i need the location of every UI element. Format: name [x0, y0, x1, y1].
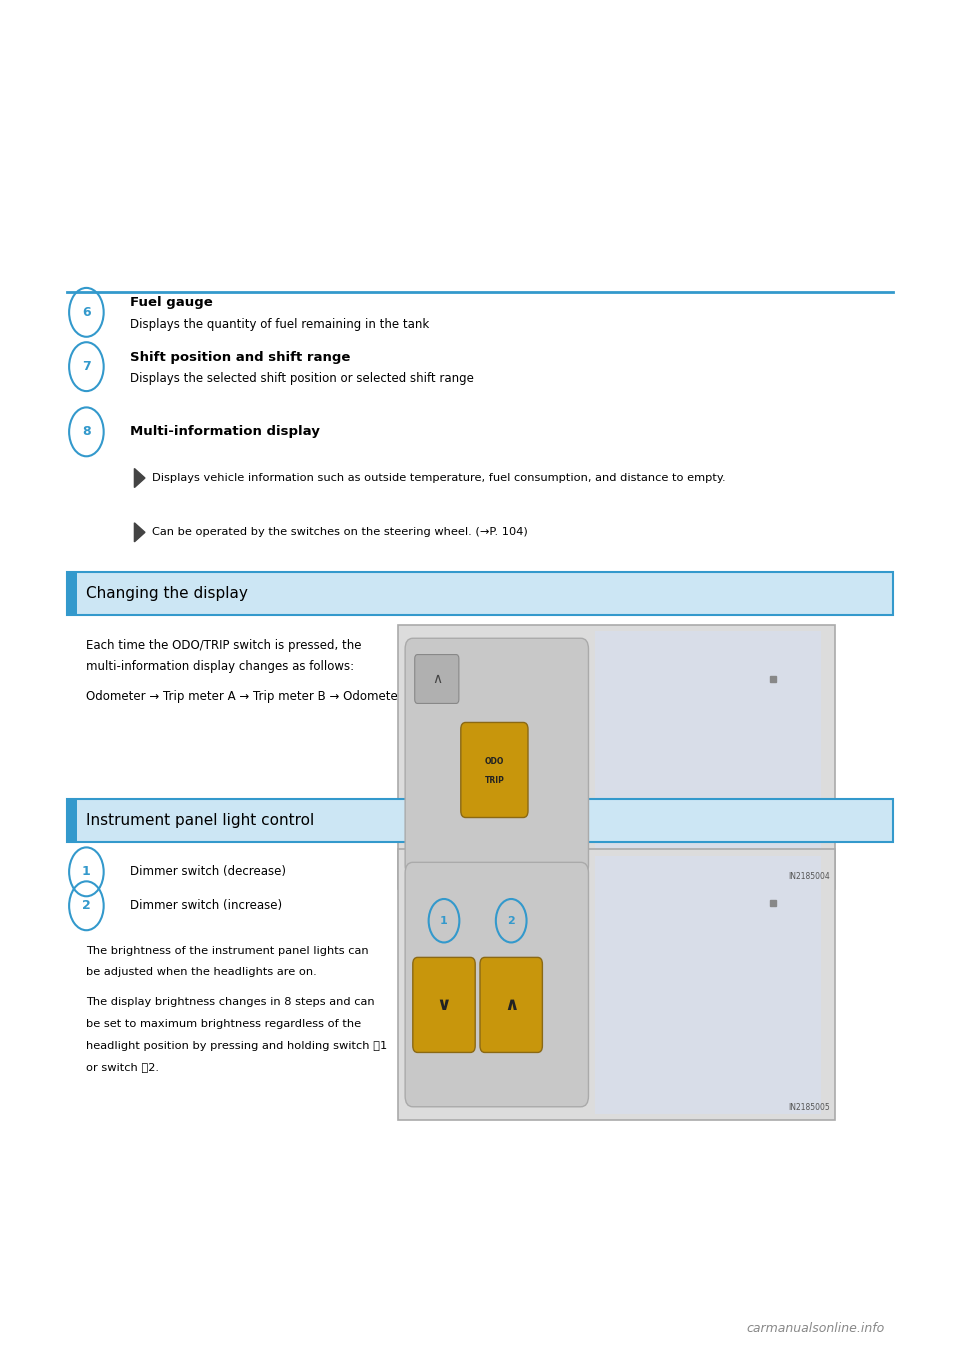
Text: ∨: ∨	[437, 995, 451, 1014]
Text: Each time the ODO/TRIP switch is pressed, the: Each time the ODO/TRIP switch is pressed…	[86, 638, 362, 652]
Text: 2: 2	[82, 899, 91, 913]
Text: The brightness of the instrument panel lights can: The brightness of the instrument panel l…	[86, 945, 369, 956]
Text: 6: 6	[83, 306, 90, 319]
Text: 1: 1	[440, 915, 448, 926]
Text: Can be operated by the switches on the steering wheel. (→P. 104): Can be operated by the switches on the s…	[152, 527, 527, 538]
Text: be set to maximum brightness regardless of the: be set to maximum brightness regardless …	[86, 1018, 362, 1029]
Text: ∧: ∧	[504, 995, 518, 1014]
Polygon shape	[134, 469, 145, 488]
FancyBboxPatch shape	[595, 631, 821, 883]
FancyBboxPatch shape	[67, 799, 77, 842]
Text: Displays the quantity of fuel remaining in the tank: Displays the quantity of fuel remaining …	[130, 318, 429, 331]
Text: TRIP: TRIP	[485, 777, 504, 785]
Text: IN2185004: IN2185004	[789, 872, 830, 881]
Text: 2: 2	[507, 915, 516, 926]
Text: Multi-information display: Multi-information display	[130, 425, 320, 439]
Text: Dimmer switch (increase): Dimmer switch (increase)	[130, 899, 281, 913]
Text: headlight position by pressing and holding switch ␡1: headlight position by pressing and holdi…	[86, 1040, 388, 1051]
Text: Dimmer switch (decrease): Dimmer switch (decrease)	[130, 865, 286, 879]
Text: ∧: ∧	[432, 672, 442, 686]
Text: IN2185005: IN2185005	[789, 1103, 830, 1112]
Text: Instrument panel light control: Instrument panel light control	[86, 812, 315, 828]
Text: Changing the display: Changing the display	[86, 585, 249, 602]
FancyBboxPatch shape	[480, 957, 542, 1052]
Text: be adjusted when the headlights are on.: be adjusted when the headlights are on.	[86, 967, 317, 978]
FancyBboxPatch shape	[67, 572, 77, 615]
Text: ODO: ODO	[485, 758, 504, 766]
Text: Displays vehicle information such as outside temperature, fuel consumption, and : Displays vehicle information such as out…	[152, 473, 726, 483]
Text: Displays the selected shift position or selected shift range: Displays the selected shift position or …	[130, 372, 473, 386]
FancyBboxPatch shape	[67, 799, 893, 842]
Text: 7: 7	[82, 360, 91, 373]
FancyBboxPatch shape	[398, 849, 835, 1120]
Text: 1: 1	[82, 865, 91, 879]
Text: Fuel gauge: Fuel gauge	[130, 296, 212, 310]
FancyBboxPatch shape	[398, 625, 835, 889]
Polygon shape	[134, 523, 145, 542]
FancyBboxPatch shape	[67, 572, 893, 615]
FancyBboxPatch shape	[415, 655, 459, 703]
Text: Odometer → Trip meter A → Trip meter B → Odometer...: Odometer → Trip meter A → Trip meter B →…	[86, 690, 413, 703]
FancyBboxPatch shape	[595, 856, 821, 1114]
FancyBboxPatch shape	[405, 862, 588, 1107]
FancyBboxPatch shape	[405, 638, 588, 876]
Text: multi-information display changes as follows:: multi-information display changes as fol…	[86, 660, 354, 674]
Text: The display brightness changes in 8 steps and can: The display brightness changes in 8 step…	[86, 997, 375, 1008]
Text: carmanualsonline.info: carmanualsonline.info	[747, 1321, 885, 1335]
Text: or switch ␡2.: or switch ␡2.	[86, 1062, 159, 1073]
FancyBboxPatch shape	[413, 957, 475, 1052]
FancyBboxPatch shape	[461, 722, 528, 818]
Text: Shift position and shift range: Shift position and shift range	[130, 350, 350, 364]
Text: 8: 8	[83, 425, 90, 439]
